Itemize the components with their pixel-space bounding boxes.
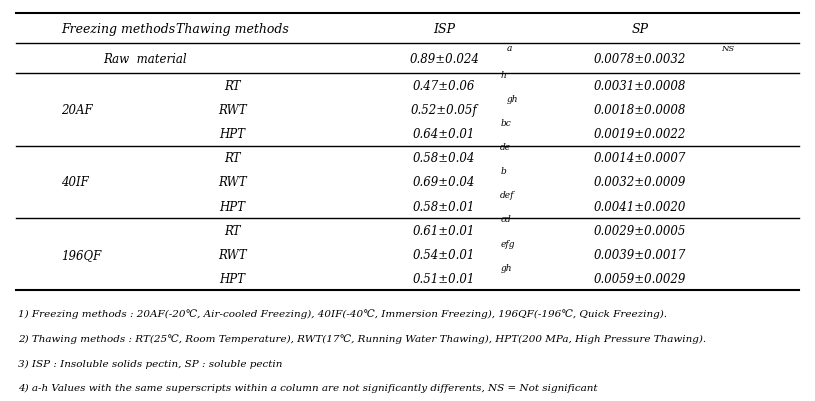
Text: HPT: HPT [219, 200, 245, 213]
Text: RWT: RWT [218, 248, 247, 261]
Text: 1) Freezing methods : 20AF(-20℃, Air-cooled Freezing), 40IF(-40℃, Immersion Free: 1) Freezing methods : 20AF(-20℃, Air-coo… [18, 309, 667, 318]
Text: a: a [507, 43, 512, 53]
Text: 4) a-h Values with the same superscripts within a column are not significantly d: 4) a-h Values with the same superscripts… [18, 383, 597, 393]
Text: Freezing methods: Freezing methods [61, 22, 175, 36]
Text: efg: efg [500, 239, 515, 248]
Text: 40IF: 40IF [61, 176, 89, 189]
Text: 2) Thawing methods : RT(25℃, Room Temperature), RWT(17℃, Running Water Thawing),: 2) Thawing methods : RT(25℃, Room Temper… [18, 334, 706, 343]
Text: HPT: HPT [219, 272, 245, 285]
Text: RWT: RWT [218, 176, 247, 189]
Text: bc: bc [500, 119, 511, 128]
Text: b: b [500, 167, 506, 176]
Text: def: def [500, 191, 515, 200]
Text: 20AF: 20AF [61, 104, 93, 117]
Text: NS: NS [720, 45, 734, 53]
Text: 0.47±0.06: 0.47±0.06 [413, 80, 475, 93]
Text: 0.0018±0.0008: 0.0018±0.0008 [593, 104, 686, 117]
Text: Raw  material: Raw material [104, 53, 187, 66]
Text: 0.0039±0.0017: 0.0039±0.0017 [593, 248, 686, 261]
Text: 0.0032±0.0009: 0.0032±0.0009 [593, 176, 686, 189]
Text: 0.0029±0.0005: 0.0029±0.0005 [593, 224, 686, 237]
Text: SP: SP [632, 22, 648, 36]
Text: 3) ISP : Insoluble solids pectin, SP : soluble pectin: 3) ISP : Insoluble solids pectin, SP : s… [18, 358, 282, 368]
Text: HPT: HPT [219, 128, 245, 141]
Text: RWT: RWT [218, 104, 247, 117]
Text: Thawing methods: Thawing methods [176, 22, 289, 36]
Text: 0.58±0.01: 0.58±0.01 [413, 200, 475, 213]
Text: 0.0014±0.0007: 0.0014±0.0007 [593, 152, 686, 165]
Text: 0.58±0.04: 0.58±0.04 [413, 152, 475, 165]
Text: ISP: ISP [434, 22, 455, 36]
Text: 0.89±0.024: 0.89±0.024 [409, 53, 479, 66]
Text: 0.0059±0.0029: 0.0059±0.0029 [593, 272, 686, 285]
Text: 196QF: 196QF [61, 248, 101, 261]
Text: 0.0041±0.0020: 0.0041±0.0020 [593, 200, 686, 213]
Text: 0.54±0.01: 0.54±0.01 [413, 248, 475, 261]
Text: gh: gh [500, 263, 512, 272]
Text: 0.69±0.04: 0.69±0.04 [413, 176, 475, 189]
Text: 0.0078±0.0032: 0.0078±0.0032 [593, 53, 686, 66]
Text: 0.52±0.05f: 0.52±0.05f [411, 104, 478, 117]
Text: de: de [500, 143, 512, 152]
Text: 0.64±0.01: 0.64±0.01 [413, 128, 475, 141]
Text: 0.51±0.01: 0.51±0.01 [413, 272, 475, 285]
Text: 0.61±0.01: 0.61±0.01 [413, 224, 475, 237]
Text: RT: RT [224, 152, 240, 165]
Text: h: h [500, 71, 506, 79]
Text: gh: gh [507, 95, 518, 103]
Text: RT: RT [224, 80, 240, 93]
Text: 0.0031±0.0008: 0.0031±0.0008 [593, 80, 686, 93]
Text: 0.0019±0.0022: 0.0019±0.0022 [593, 128, 686, 141]
Text: cd: cd [500, 215, 511, 224]
Text: RT: RT [224, 224, 240, 237]
